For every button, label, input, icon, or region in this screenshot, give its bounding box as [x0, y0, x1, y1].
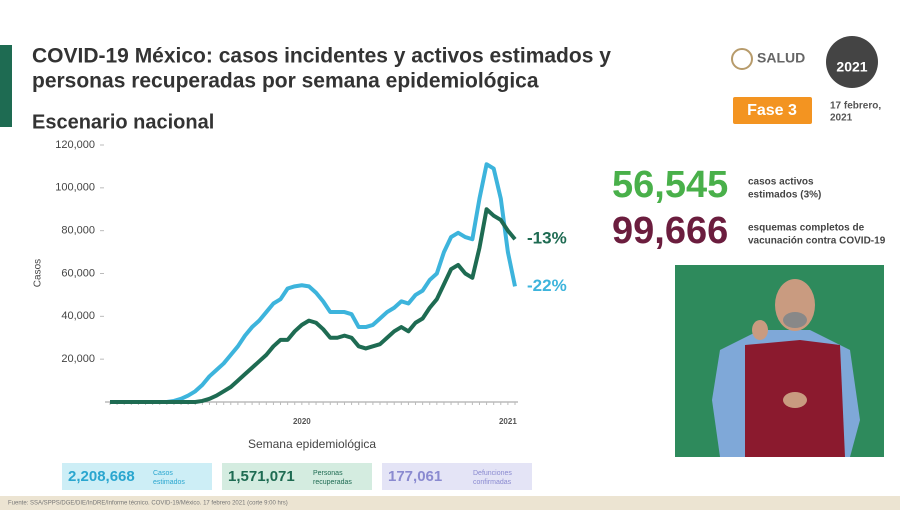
x-tick-label: 2020 [293, 417, 311, 426]
x-axis-label: Semana epidemiológica [248, 437, 376, 451]
stat-value: 56,545 [612, 164, 728, 206]
y-tick-label: 80,000 [61, 225, 95, 237]
total-label: estimados [153, 479, 185, 486]
total-value: 1,571,071 [228, 468, 295, 485]
title: personas recuperadas por semana epidemio… [32, 70, 539, 93]
x-tick-label: 2021 [499, 417, 517, 426]
total-value: 177,061 [388, 468, 442, 485]
subtitle: Escenario nacional [32, 111, 214, 133]
date: 2021 [830, 113, 853, 124]
stat-label: vacunación contra COVID-19 [748, 236, 886, 247]
total-label: confirmadas [473, 479, 512, 486]
y-tick-label: 60,000 [61, 267, 95, 279]
y-tick-label: 100,000 [55, 182, 95, 194]
series-line [110, 207, 517, 404]
series-end-label: -22% [527, 276, 567, 295]
year-badge-text: 2021 [836, 59, 867, 75]
stat-label: estimados (3%) [748, 190, 821, 201]
total-label: Casos [153, 470, 173, 477]
total-label: Personas [313, 470, 343, 477]
y-tick-label: 40,000 [61, 310, 95, 322]
total-value: 2,208,668 [68, 468, 135, 485]
y-tick-label: 20,000 [61, 353, 95, 365]
year-badge [826, 36, 878, 88]
y-tick-label: 120,000 [55, 139, 95, 151]
accent-bar [0, 45, 12, 127]
footer-bar [0, 496, 900, 510]
series-line [110, 162, 517, 404]
stat-label: casos activos [748, 177, 814, 188]
phase-text: Fase 3 [747, 102, 797, 119]
phase-box [733, 97, 812, 124]
total-box [62, 463, 212, 490]
series-end-label: -13% [527, 229, 567, 248]
total-label: Defunciones [473, 470, 512, 477]
title: COVID-19 México: casos incidentes y acti… [32, 45, 611, 68]
stat-value: 99,666 [612, 210, 728, 252]
total-box [222, 463, 372, 490]
date: 17 febrero, [830, 101, 881, 112]
y-axis-label: Casos [33, 259, 44, 287]
stat-label: esquemas completos de [748, 223, 865, 234]
interpreter-video [675, 265, 884, 457]
total-box [382, 463, 532, 490]
logo-emblem [731, 48, 753, 70]
total-label: recuperadas [313, 479, 352, 486]
logo-text: SALUD [757, 50, 805, 66]
footer-source: Fuente: SSA/SPPS/DGE/DIE/InDRE/Informe t… [8, 501, 288, 507]
